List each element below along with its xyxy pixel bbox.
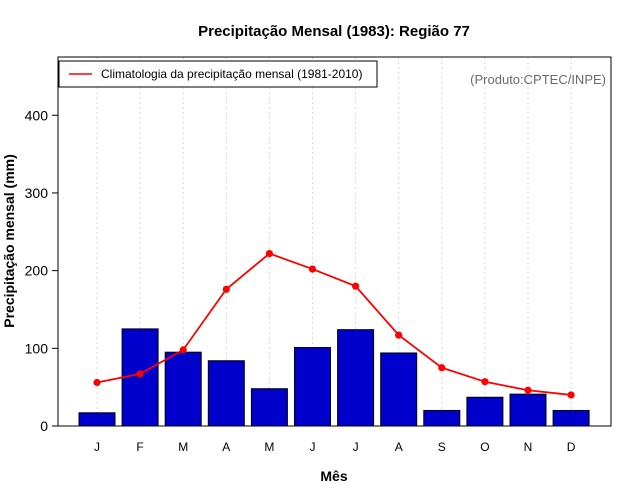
legend-box: [58, 60, 378, 88]
y-tick-label-1: 100: [25, 340, 49, 356]
x-tick-label-0: J: [94, 440, 100, 454]
climatology-point-4: [265, 249, 273, 258]
bar-5: [294, 347, 331, 427]
plot-frame: [57, 56, 612, 427]
x-tick-label-9: O: [480, 440, 489, 454]
bar-8: [423, 409, 461, 427]
climatology-series: [93, 249, 575, 399]
climatology-point-6: [352, 282, 360, 290]
climatology-point-9: [481, 378, 489, 386]
bar-7: [380, 352, 418, 427]
bar-4: [250, 388, 288, 427]
y-tick-label-3: 300: [25, 185, 49, 201]
chart-title: Precipitação Mensal (1983): Região 77: [198, 23, 470, 40]
bar-9: [466, 396, 504, 427]
y-axis: 0 100 200 300 400: [25, 107, 58, 434]
y-tick-label-0: 0: [40, 418, 48, 434]
grid-lines: [96, 57, 572, 426]
bar-2: [164, 351, 202, 427]
climatology-point-3: [222, 285, 230, 293]
climatology-point-2: [179, 346, 187, 354]
climatology-line: [96, 252, 572, 396]
legend-label: Climatologia da precipitação mensal (198…: [101, 67, 362, 81]
legend: Climatologia da precipitação mensal (198…: [58, 60, 378, 88]
x-tick-label-11: D: [567, 440, 576, 454]
climatology-point-8: [438, 364, 446, 372]
bar-10: [509, 393, 547, 427]
x-tick-label-2: M: [178, 440, 188, 454]
y-tick-label-4: 400: [25, 107, 49, 123]
x-tick-label-1: F: [136, 440, 143, 454]
y-axis-title: Precipitação mensal (mm): [1, 154, 17, 328]
credit-annotation: (Produto:CPTEC/INPE): [470, 72, 606, 87]
bar-11: [552, 409, 590, 427]
x-tick-label-10: N: [524, 440, 533, 454]
climatology-point-5: [308, 265, 317, 273]
x-tick-label-3: A: [222, 440, 230, 454]
bars-series: [78, 328, 590, 427]
climatology-point-7: [395, 331, 403, 339]
bar-6: [337, 329, 375, 427]
x-tick-label-6: J: [353, 440, 359, 454]
climatology-point-11: [567, 391, 575, 399]
x-axis-title: Mês: [320, 468, 347, 484]
x-tick-label-4: M: [264, 440, 274, 454]
climatology-point-10: [524, 386, 532, 394]
y-tick-label-2: 200: [25, 263, 49, 279]
x-tick-label-8: S: [438, 440, 446, 454]
x-tick-label-5: J: [310, 440, 316, 454]
climatology-point-1: [136, 370, 144, 378]
bar-0: [78, 412, 116, 427]
bar-3: [207, 360, 245, 427]
climatology-point-0: [93, 378, 101, 387]
x-tick-label-7: A: [395, 440, 403, 454]
